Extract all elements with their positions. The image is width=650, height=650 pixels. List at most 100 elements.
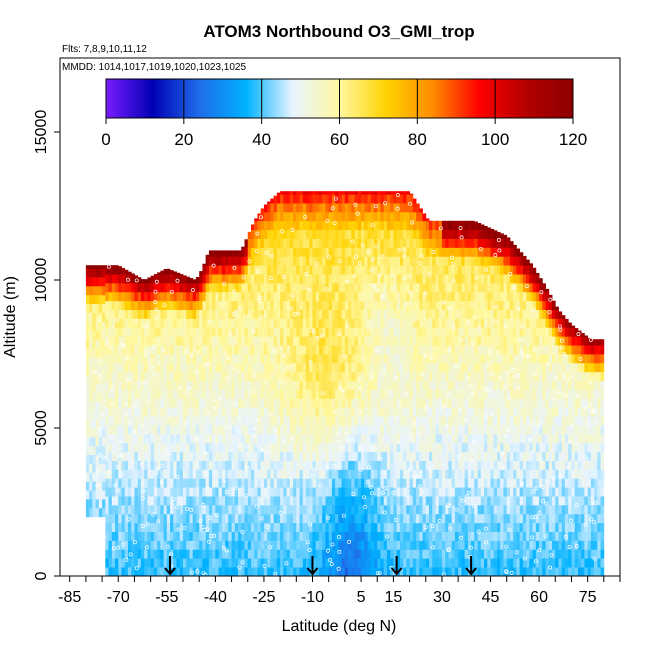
heatmap-cell [441,336,446,346]
heatmap-cell [286,416,291,426]
heatmap-cell [409,256,414,266]
heatmap-cell [344,247,349,257]
heatmap-cell [370,203,375,213]
heatmap-cell [351,416,355,426]
heatmap-cell [386,540,391,550]
heatmap-cell [477,345,482,355]
heatmap-cell [257,300,262,310]
heatmap-cell [247,300,252,310]
heatmap-cell [451,558,456,568]
heatmap-cell [260,238,265,248]
heatmap-cell [170,291,174,302]
heatmap-cell [273,460,278,470]
heatmap-cell [234,407,239,417]
heatmap-cell [354,220,359,231]
heatmap-cell [403,567,407,577]
heatmap-cell [273,567,278,577]
heatmap-cell [435,371,440,382]
heatmap-cell [344,238,349,248]
heatmap-cell [341,354,346,364]
heatmap-cell [150,513,155,524]
heatmap-cell [302,487,307,497]
heatmap-cell [331,354,336,364]
heatmap-cell [477,291,482,302]
heatmap-cell [111,496,116,506]
heatmap-cell [289,282,294,293]
heatmap-cell [406,203,410,213]
heatmap-cell [296,191,300,195]
heatmap-cell [108,362,113,373]
heatmap-cell [202,478,207,488]
heatmap-cell [153,398,158,408]
heatmap-cell [386,487,391,497]
heatmap-cell [212,522,216,532]
heatmap-cell [183,558,187,568]
heatmap-cell [331,425,336,435]
heatmap-cell [406,354,410,364]
heatmap-cell [477,531,482,541]
heatmap-cell [160,336,164,346]
heatmap-cell [429,549,433,559]
heatmap-cell [234,442,239,453]
heatmap-cell [280,229,284,239]
heatmap-cell [409,469,414,479]
heatmap-cell [370,265,375,275]
heatmap-cell [173,504,177,515]
heatmap-cell [380,191,385,195]
heatmap-cell [338,549,343,559]
heatmap-cell [377,354,381,364]
heatmap-cell [438,238,443,248]
heatmap-cell [406,460,410,470]
heatmap-cell [163,504,168,515]
heatmap-cell [176,272,181,275]
heatmap-cell [89,392,93,402]
heatmap-cell [176,398,181,408]
heatmap-cell [228,407,232,417]
heatmap-cell [438,265,443,275]
heatmap-cell [338,504,343,515]
heatmap-cell [331,274,336,284]
heatmap-cell [487,442,491,453]
heatmap-cell [367,531,372,541]
heatmap-cell [419,238,423,248]
heatmap-cell [105,389,109,399]
heatmap-cell [215,451,220,461]
heatmap-cell [354,282,359,293]
heatmap-cell [195,567,200,577]
heatmap-cell [471,354,475,364]
heatmap-cell [390,309,394,319]
heatmap-cell [331,549,336,559]
heatmap-cell [464,389,469,399]
heatmap-cell [238,336,242,346]
heatmap-cell [399,371,404,382]
heatmap-cell [341,336,346,346]
heatmap-cell [367,442,372,453]
heatmap-cell [419,460,423,470]
heatmap-cell [144,407,148,417]
heatmap-cell [195,469,200,479]
heatmap-cell [293,496,297,506]
heatmap-cell [393,487,398,497]
heatmap-cell [283,191,287,195]
heatmap-cell [422,504,427,515]
heatmap-cell [454,371,459,382]
heatmap-cell [451,291,456,302]
heatmap-cell [367,345,372,355]
heatmap-cell [221,336,226,346]
heatmap-cell [458,309,462,319]
heatmap-cell [199,300,203,310]
heatmap-cell [474,451,478,461]
heatmap-cell [467,433,472,444]
heatmap-cell [467,238,472,248]
heatmap-cell [493,558,498,568]
heatmap-cell [341,318,346,328]
heatmap-cell [390,371,394,382]
heatmap-cell [267,540,271,550]
heatmap-cell [380,496,385,506]
heatmap-cell [419,549,423,559]
heatmap-cell [312,549,317,559]
heatmap-cell [487,389,491,399]
heatmap-cell [144,362,148,373]
heatmap-cell [416,416,420,426]
heatmap-cell [273,265,278,275]
